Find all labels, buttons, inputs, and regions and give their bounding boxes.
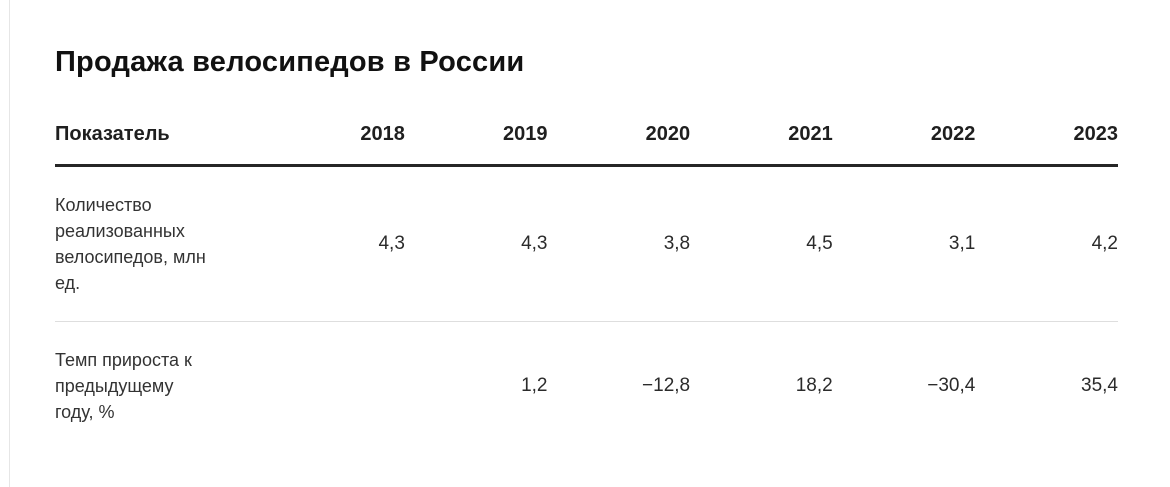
table-cell: −12,8 <box>642 375 691 396</box>
table-cell: 4,3 <box>404 165 548 322</box>
column-header-metric: Показатель <box>55 123 263 167</box>
row-label-growth-rate: Темп прироста к предыдущему году, % <box>55 350 192 422</box>
table-row-sales-volume: Количество реализованных велосипедов, мл… <box>55 165 1118 322</box>
table-cell: 3,1 <box>832 165 976 322</box>
column-header-2020: 2020 <box>547 123 691 167</box>
column-header-2022: 2022 <box>832 123 976 167</box>
table-cell: 4,5 <box>690 165 833 322</box>
table-header-row: Показатель 2018 2019 2020 2021 2022 2023 <box>55 123 1118 167</box>
row-label-sales-volume: Количество реализованных велосипедов, мл… <box>55 165 263 322</box>
table-cell: 3,8 <box>547 165 691 322</box>
page-title: Продажа велосипедов в России <box>55 46 525 78</box>
column-header-2019: 2019 <box>404 123 548 167</box>
table-cell: 4,3 <box>262 165 405 322</box>
page-left-divider <box>9 0 10 487</box>
table-cell: 35,4 <box>1081 375 1118 396</box>
column-header-2021: 2021 <box>690 123 833 167</box>
bike-sales-table: Показатель 2018 2019 2020 2021 2022 2023… <box>55 123 1118 450</box>
table-cell: 4,2 <box>975 165 1118 322</box>
column-header-2023: 2023 <box>975 123 1118 167</box>
content-area: Продажа велосипедов в России Показатель … <box>55 46 1118 450</box>
table-cell: 1,2 <box>521 375 548 396</box>
column-header-2018: 2018 <box>262 123 405 167</box>
table-cell: −30,4 <box>927 375 976 396</box>
table-row-growth-rate: Темп прироста к предыдущему году, % 1,2 … <box>55 322 1118 451</box>
table-cell: 18,2 <box>795 375 833 396</box>
table-cell <box>262 322 405 451</box>
